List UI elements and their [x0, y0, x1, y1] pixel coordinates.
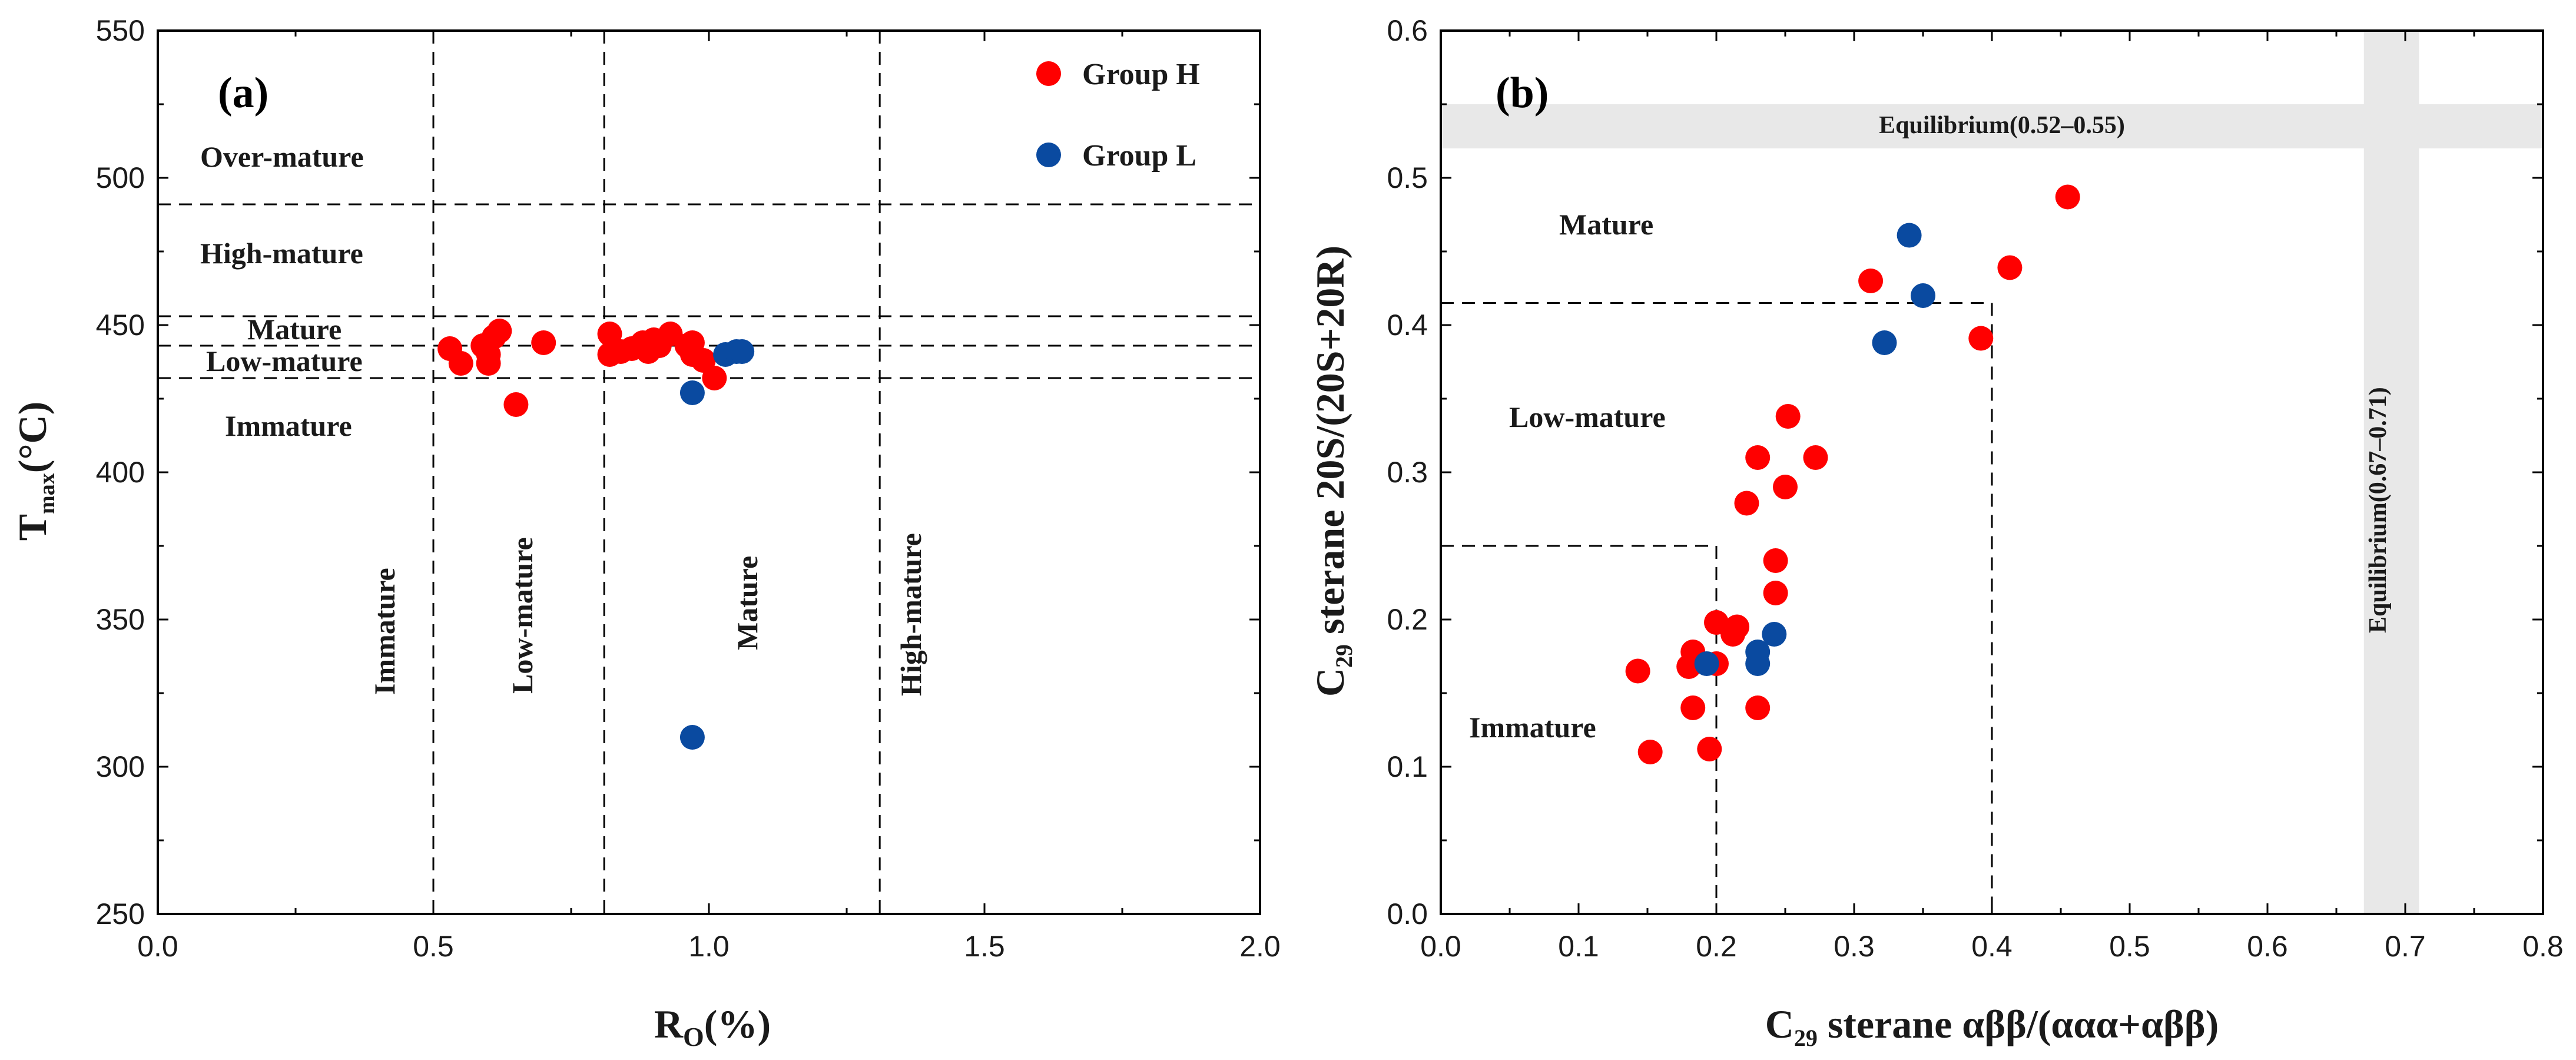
- y-tick-label: 300: [96, 750, 145, 783]
- data-point-group-h: [2055, 184, 2080, 210]
- panel-a-vzone-immature: Immature: [368, 568, 401, 695]
- y-tick-label: 250: [96, 897, 145, 930]
- y-tick-label: 400: [96, 456, 145, 489]
- data-point-group-l: [679, 380, 705, 405]
- panel-b-zone-immature: Immature: [1469, 711, 1596, 744]
- panel-b-reference-lines: [1441, 302, 1993, 914]
- panel-a-vzone-mature: Mature: [731, 556, 764, 650]
- panel-a-zone-low-mature: Low-mature: [206, 344, 363, 377]
- data-point-group-l: [1745, 651, 1771, 676]
- legend-label-group-h: Group H: [1082, 58, 1200, 91]
- panel-a-zone-mature: Mature: [247, 313, 342, 346]
- legend: Group H Group L: [1036, 58, 1200, 173]
- data-point-group-h: [1745, 695, 1771, 720]
- data-point-group-h: [691, 348, 716, 373]
- x-tick-label: 1.0: [688, 930, 730, 963]
- data-point-group-h: [1803, 445, 1828, 470]
- panel-b-points: [1625, 184, 2080, 764]
- panel-a-y-axis-label: Tmax(°C): [10, 402, 59, 541]
- y-tick-label: 0.0: [1387, 897, 1428, 930]
- data-point-group-h: [1680, 695, 1706, 720]
- data-point-group-l: [1762, 622, 1787, 647]
- y-tick-label: 0.3: [1387, 456, 1428, 489]
- x-tick-label: 0.2: [1696, 930, 1737, 963]
- data-point-group-h: [1625, 658, 1650, 684]
- data-point-group-h: [503, 392, 529, 417]
- data-point-group-h: [487, 319, 512, 343]
- panel-a-zone-immature: Immature: [225, 409, 352, 442]
- data-point-group-h: [1734, 491, 1759, 516]
- panel-a-points: [437, 319, 755, 750]
- panel-a-label: (a): [218, 69, 268, 117]
- y-tick-label: 0.5: [1387, 161, 1428, 194]
- panel-a-vzone-low-mature: Low-mature: [506, 537, 539, 694]
- maturity-boundary-line: [1441, 545, 1718, 914]
- x-tick-label: 0.0: [137, 930, 178, 963]
- x-tick-label: 0.5: [2109, 930, 2150, 963]
- y-tick-label: 0.2: [1387, 603, 1428, 636]
- legend-marker-group-l: [1036, 143, 1061, 167]
- y-tick-label: 500: [96, 161, 145, 194]
- x-tick-label: 0.0: [1420, 930, 1461, 963]
- data-point-group-h: [1773, 475, 1798, 499]
- data-point-group-h: [597, 322, 622, 346]
- data-point-group-l: [1872, 330, 1897, 355]
- panel-b-equilibrium-x-label: Equilibrium(0.67–0.71): [2365, 387, 2392, 633]
- y-tick-label: 0.1: [1387, 750, 1428, 783]
- panel-b: 0.0 0.1 0.2 0.3 0.4 0.5 0.6 0.7 0.8 0.0 0.1 0.2 0.3 0…: [1308, 14, 2564, 1051]
- data-point-group-h: [1637, 740, 1663, 764]
- panel-b-zone-mature: Mature: [1559, 208, 1653, 241]
- y-tick-label: 0.4: [1387, 309, 1428, 342]
- panel-b-equilibrium-y-label: Equilibrium(0.52–0.55): [1879, 112, 2125, 139]
- panel-b-zone-low-mature: Low-mature: [1509, 400, 1666, 433]
- data-point-group-h: [1763, 548, 1788, 573]
- data-point-group-h: [448, 351, 473, 376]
- panel-a-zone-high-mature: High-mature: [200, 237, 363, 270]
- data-point-group-h: [1775, 404, 1801, 429]
- data-point-group-h: [1720, 622, 1746, 647]
- data-point-group-h: [1697, 737, 1722, 761]
- data-point-group-h: [1745, 445, 1771, 470]
- x-tick-label: 0.7: [2385, 930, 2426, 963]
- x-tick-label: 0.6: [2247, 930, 2288, 963]
- data-point-group-l: [1694, 651, 1719, 676]
- x-tick-label: 1.5: [964, 930, 1005, 963]
- panel-a-x-axis-label: RO(%): [654, 1002, 771, 1052]
- panel-b-equilibrium-bands: [1441, 31, 2543, 914]
- maturity-boundary-line: [1441, 302, 1993, 914]
- data-point-group-l: [1897, 223, 1922, 248]
- x-tick-label: 0.1: [1558, 930, 1599, 963]
- x-tick-label: 0.5: [413, 930, 454, 963]
- equilibrium-band-vertical: [2363, 31, 2419, 914]
- data-point-group-h: [1997, 255, 2023, 280]
- equilibrium-band-horizontal: [1441, 104, 2543, 148]
- x-tick-label: 0.8: [2522, 930, 2564, 963]
- panel-b-y-axis-label: C29 sterane 20S/(20S+20R): [1308, 246, 1357, 697]
- data-point-group-l: [679, 725, 705, 750]
- x-tick-label: 2.0: [1239, 930, 1281, 963]
- panel-b-label: (b): [1496, 69, 1549, 117]
- panel-a: 0.0 0.5 1.0 1.5 2.0 250 300 350 400 450 500 550 (a)…: [10, 14, 1281, 1052]
- data-point-group-h: [1763, 581, 1788, 605]
- data-point-group-h: [1858, 269, 1884, 293]
- x-tick-label: 0.4: [1971, 930, 2013, 963]
- legend-label-group-l: Group L: [1082, 139, 1196, 173]
- y-tick-label: 450: [96, 309, 145, 342]
- panel-b-ticks: 0.0 0.1 0.2 0.3 0.4 0.5 0.6 0.7 0.8 0.0 0.1 0.2 0.3 0…: [1387, 14, 2563, 963]
- legend-marker-group-h: [1036, 61, 1061, 86]
- panel-b-x-axis-label: C29 sterane αββ/(ααα+αββ): [1765, 1002, 2219, 1051]
- data-point-group-l: [730, 339, 755, 364]
- data-point-group-h: [702, 366, 727, 390]
- panel-a-zone-over-mature: Over-mature: [200, 140, 364, 173]
- y-tick-label: 550: [96, 14, 145, 47]
- data-point-group-l: [1911, 283, 1935, 308]
- panel-a-vzone-high-mature: High-mature: [894, 533, 927, 696]
- data-point-group-h: [1968, 326, 1994, 351]
- y-tick-label: 350: [96, 603, 145, 636]
- y-tick-label: 0.6: [1387, 14, 1428, 47]
- data-point-group-h: [531, 330, 556, 355]
- x-tick-label: 0.3: [1834, 930, 1875, 963]
- panel-a-ticks: 0.0 0.5 1.0 1.5 2.0 250 300 350 400 450 500 550: [96, 14, 1281, 963]
